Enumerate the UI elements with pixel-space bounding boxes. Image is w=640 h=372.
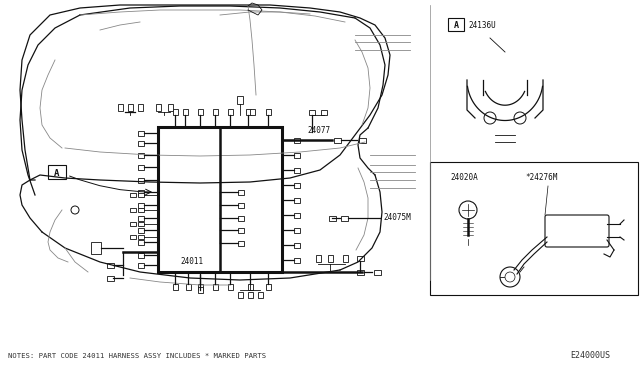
Bar bbox=[138, 103, 143, 110]
Bar bbox=[294, 212, 300, 218]
Bar bbox=[374, 269, 381, 275]
Bar bbox=[227, 109, 232, 115]
Bar bbox=[248, 292, 253, 298]
Bar bbox=[130, 235, 136, 239]
Bar bbox=[238, 215, 244, 221]
Text: *24276M: *24276M bbox=[525, 173, 557, 182]
Bar bbox=[248, 284, 253, 290]
Bar bbox=[106, 276, 113, 280]
Circle shape bbox=[514, 112, 526, 124]
Text: A: A bbox=[454, 22, 458, 31]
Bar bbox=[294, 138, 300, 142]
Bar bbox=[250, 109, 255, 115]
Bar bbox=[106, 263, 113, 267]
Bar bbox=[156, 103, 161, 110]
Bar bbox=[238, 189, 244, 195]
Bar bbox=[91, 242, 101, 254]
Bar bbox=[237, 292, 243, 298]
Bar bbox=[238, 241, 244, 246]
Text: A: A bbox=[54, 170, 60, 179]
Bar bbox=[430, 162, 638, 295]
Text: 24077: 24077 bbox=[307, 126, 330, 135]
Bar bbox=[328, 215, 335, 221]
Bar bbox=[356, 269, 364, 275]
Bar bbox=[182, 109, 188, 115]
FancyBboxPatch shape bbox=[545, 215, 609, 247]
Text: 24136U: 24136U bbox=[468, 21, 496, 30]
Bar bbox=[321, 109, 327, 115]
Bar bbox=[294, 153, 300, 157]
Bar bbox=[227, 284, 232, 290]
Bar bbox=[316, 254, 321, 262]
Bar bbox=[138, 131, 144, 135]
Bar bbox=[294, 198, 300, 202]
Bar bbox=[328, 254, 333, 262]
Bar bbox=[309, 109, 315, 115]
Bar bbox=[130, 208, 136, 212]
Bar bbox=[266, 109, 271, 115]
Bar bbox=[130, 193, 136, 197]
Bar bbox=[198, 109, 202, 115]
Bar bbox=[186, 284, 191, 290]
Bar bbox=[138, 222, 144, 226]
Bar bbox=[138, 263, 144, 267]
Bar bbox=[333, 138, 340, 142]
Bar bbox=[138, 208, 144, 212]
Bar bbox=[257, 292, 262, 298]
Bar bbox=[138, 240, 144, 244]
Bar bbox=[294, 183, 300, 187]
Circle shape bbox=[484, 112, 496, 124]
Bar bbox=[127, 103, 132, 110]
Bar bbox=[358, 138, 365, 142]
Bar bbox=[138, 164, 144, 170]
Bar bbox=[198, 284, 202, 290]
Bar bbox=[130, 222, 136, 226]
Circle shape bbox=[71, 206, 79, 214]
Bar bbox=[138, 215, 144, 221]
Bar bbox=[356, 256, 364, 260]
Bar bbox=[238, 202, 244, 208]
Bar bbox=[294, 257, 300, 263]
Bar bbox=[138, 153, 144, 157]
Bar bbox=[118, 103, 122, 110]
Bar bbox=[238, 228, 244, 232]
Circle shape bbox=[459, 201, 477, 219]
Bar bbox=[173, 109, 177, 115]
Text: 24075M: 24075M bbox=[383, 213, 411, 222]
Bar bbox=[138, 228, 144, 232]
Bar bbox=[212, 109, 218, 115]
Circle shape bbox=[505, 272, 515, 282]
Bar bbox=[138, 253, 144, 257]
Text: 24020A: 24020A bbox=[450, 173, 477, 182]
Text: NOTES: PART CODE 24011 HARNESS ASSY INCLUDES * MARKED PARTS: NOTES: PART CODE 24011 HARNESS ASSY INCL… bbox=[8, 353, 266, 359]
Bar bbox=[340, 215, 348, 221]
Bar bbox=[342, 254, 348, 262]
Bar bbox=[138, 193, 144, 197]
Circle shape bbox=[500, 267, 520, 287]
Bar bbox=[246, 109, 250, 115]
Bar bbox=[138, 235, 144, 239]
Text: 24011: 24011 bbox=[180, 257, 203, 266]
Bar bbox=[158, 127, 282, 272]
Bar bbox=[294, 243, 300, 247]
Bar bbox=[138, 141, 144, 145]
Bar bbox=[173, 284, 177, 290]
Bar bbox=[237, 96, 243, 104]
Bar bbox=[48, 165, 66, 179]
Bar bbox=[198, 287, 202, 293]
Bar bbox=[448, 18, 464, 31]
Bar bbox=[138, 202, 144, 208]
Bar bbox=[212, 284, 218, 290]
Bar bbox=[168, 103, 173, 110]
Bar bbox=[138, 177, 144, 183]
Bar bbox=[138, 189, 144, 195]
Text: E24000US: E24000US bbox=[570, 351, 610, 360]
Bar bbox=[266, 284, 271, 290]
Bar bbox=[294, 167, 300, 173]
Bar bbox=[294, 228, 300, 232]
